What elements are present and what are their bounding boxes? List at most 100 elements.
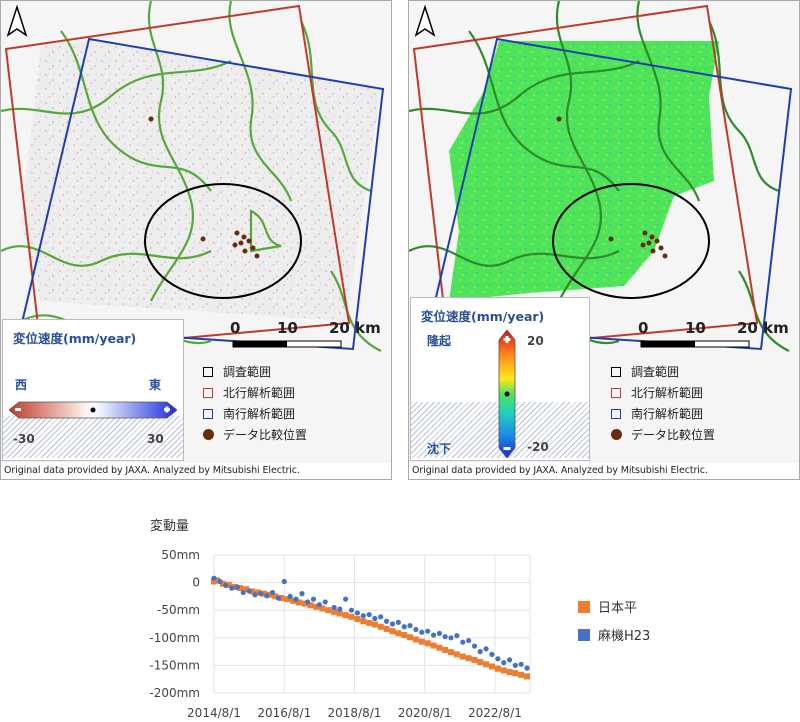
data-point xyxy=(483,646,489,652)
data-point xyxy=(477,649,483,655)
legend-item-comparison-point: データ比較位置 xyxy=(611,424,715,445)
data-point xyxy=(348,607,355,613)
data-point xyxy=(412,636,419,643)
data-point xyxy=(500,667,507,674)
brown-dot-icon xyxy=(611,429,622,440)
scale-label-10: 10 xyxy=(685,319,706,337)
data-point xyxy=(237,585,244,592)
map-graphic xyxy=(409,1,799,479)
data-point xyxy=(453,651,460,658)
data-point xyxy=(501,660,507,666)
data-point xyxy=(281,578,287,585)
subsidence-label: 沈下 xyxy=(427,442,452,456)
data-point xyxy=(290,597,297,604)
y-tick-label: 50mm xyxy=(161,548,200,562)
data-point xyxy=(430,642,437,649)
chart-ylabel: 変動量 xyxy=(150,518,189,534)
uplift-label: 隆起 xyxy=(427,334,452,348)
blue-square-icon xyxy=(203,408,213,419)
legend-item-ascending-range: 北行解析範囲 xyxy=(611,382,715,403)
data-point xyxy=(413,626,419,633)
data-point xyxy=(260,590,267,597)
legend-swatch xyxy=(578,629,590,641)
data-point xyxy=(322,599,328,605)
x-tick-label: 2022/8/1 xyxy=(468,706,522,720)
data-point xyxy=(448,635,454,641)
data-point xyxy=(407,634,414,641)
data-point xyxy=(395,630,402,637)
series-nihondaira xyxy=(211,577,531,680)
comparison-points xyxy=(556,116,668,259)
scale-label-0: 0 xyxy=(230,319,241,337)
map-panel-vertical: 0 10 20 km 変位速度(mm/year) 隆起 20 沈下 -20 xyxy=(408,0,800,480)
data-point xyxy=(337,606,343,612)
data-point xyxy=(223,582,229,588)
data-point xyxy=(360,618,367,625)
legend-label: 麻機H23 xyxy=(598,629,650,644)
data-point xyxy=(213,577,220,584)
data-point xyxy=(336,610,343,617)
data-point xyxy=(447,649,454,656)
velocity-colorbar-legend: 変位速度(mm/year) 隆起 20 沈下 -20 xyxy=(410,297,590,461)
colorbar-max-label: 30 xyxy=(147,432,164,446)
data-point xyxy=(489,651,495,657)
data-point xyxy=(258,591,264,597)
data-point xyxy=(377,623,384,630)
data-point xyxy=(371,621,378,628)
data-point xyxy=(301,600,308,607)
data-point xyxy=(252,592,258,598)
data-point xyxy=(366,612,372,618)
data-point xyxy=(343,596,349,602)
data-point xyxy=(383,618,390,624)
north-arrow-icon xyxy=(6,4,28,37)
data-point xyxy=(419,629,425,635)
data-point xyxy=(354,610,361,616)
data-point xyxy=(313,603,320,610)
data-point xyxy=(254,589,261,596)
chart-ticks: 50mm 0 -50mm -100mm -150mm -200mm 2014/8/1 2016… xyxy=(149,548,521,720)
data-point xyxy=(436,630,443,636)
data-point xyxy=(401,624,407,630)
colorbar-min-label: -20 xyxy=(527,440,549,454)
comparison-points xyxy=(148,116,260,259)
data-credit: Original data provided by JAXA. Analyzed… xyxy=(1,463,391,479)
data-point xyxy=(471,643,478,649)
y-tick-label: -200mm xyxy=(149,686,200,700)
data-point xyxy=(331,604,337,611)
data-point xyxy=(264,593,270,599)
data-point xyxy=(269,589,276,596)
y-tick-label: -50mm xyxy=(157,603,200,617)
data-point xyxy=(360,613,366,619)
data-point xyxy=(495,656,501,662)
data-point xyxy=(217,578,223,585)
black-square-icon xyxy=(611,366,621,377)
data-point xyxy=(240,589,246,596)
data-point xyxy=(319,605,326,612)
data-point xyxy=(471,656,478,663)
data-point xyxy=(266,591,273,598)
data-point xyxy=(231,584,238,591)
data-point xyxy=(305,599,311,605)
data-point xyxy=(331,608,338,615)
data-point xyxy=(442,646,449,653)
data-point xyxy=(342,612,349,619)
data-point xyxy=(442,634,448,640)
colorbar-max-label: 20 xyxy=(527,334,544,348)
velocity-colorbar-legend: 変位速度(mm/year) 西 東 -30 30 xyxy=(2,319,184,461)
data-point xyxy=(483,661,490,668)
legend-item-survey-range: 調査範囲 xyxy=(611,361,715,382)
range-legend: 調査範囲 北行解析範囲 南行解析範囲 データ比較位置 xyxy=(611,361,715,445)
series-asahata xyxy=(211,575,530,671)
data-point xyxy=(348,613,355,620)
legend-swatch xyxy=(578,601,590,613)
brown-dot-icon xyxy=(203,429,214,440)
data-point xyxy=(299,591,305,597)
y-tick-label: -100mm xyxy=(149,631,200,645)
colorbar-title: 変位速度(mm/year) xyxy=(13,331,137,346)
x-tick-label: 2016/8/1 xyxy=(257,706,311,720)
red-square-icon xyxy=(203,387,213,398)
data-point xyxy=(436,644,443,651)
data-point xyxy=(234,584,240,590)
data-point xyxy=(518,671,525,678)
west-label: 西 xyxy=(15,378,28,392)
